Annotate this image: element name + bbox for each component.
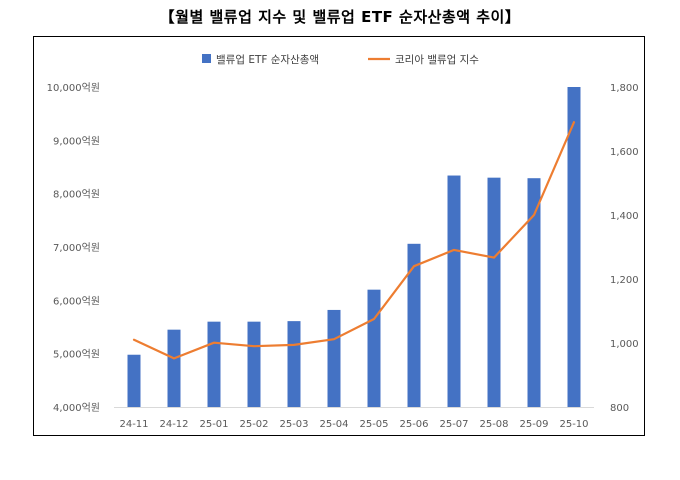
x-tick-label: 24-12 [159,419,188,430]
bar [207,321,221,407]
y-left-tick-label: 7,000억원 [53,242,100,254]
x-tick-label: 25-02 [239,419,268,430]
bar [327,309,341,407]
x-tick-label: 25-03 [279,419,308,430]
legend-line-label: 코리아 밸류업 지수 [395,53,479,66]
x-tick-label: 25-10 [559,419,588,430]
bar [127,354,141,407]
y-left-tick-label: 5,000억원 [53,349,100,361]
bar [567,87,581,407]
y-left-tick-label: 10,000억원 [47,82,100,94]
x-tick-label: 25-09 [519,419,548,430]
y-left-tick-label: 9,000억원 [53,135,100,147]
x-tick-label: 25-04 [319,419,348,430]
x-tick-label: 25-05 [359,419,388,430]
chart-title: 【월별 밸류업 지수 및 밸류업 ETF 순자산총액 추이】 [159,8,521,26]
chart-svg: 4,000억원 5,000억원 6,000억원 7,000억원 8,000억원 9,000… [47,53,639,430]
y-left-tick-label: 6,000억원 [53,295,100,307]
bar [447,175,461,407]
x-tick-label: 24-11 [119,419,148,430]
bar [167,329,181,407]
y-right-tick-label: 800 [610,403,629,414]
bar [407,243,421,407]
y-left-tick-label: 4,000억원 [53,402,100,414]
bar [487,177,501,407]
y-right-tick-label: 1,400 [610,211,639,222]
chart-frame: 4,000억원 5,000억원 6,000억원 7,000억원 8,000억원 9,000… [33,36,645,436]
bar [287,321,301,407]
y-right-tick-label: 1,200 [610,275,639,286]
line-series [132,121,576,360]
legend-bar-label: 밸류업 ETF 순자산총액 [216,53,319,66]
bar [247,321,261,407]
y-right-tick-label: 1,000 [610,339,639,350]
x-tick-label: 25-07 [439,419,468,430]
x-tick-label: 25-06 [399,419,428,430]
y-right-tick-label: 1,600 [610,147,639,158]
legend-bar-swatch [202,54,211,63]
x-tick-label: 25-01 [199,419,228,430]
x-tick-label: 25-08 [479,419,508,430]
bar [367,289,381,407]
y-left-tick-label: 8,000억원 [53,189,100,201]
bar [527,178,541,407]
y-right-tick-label: 1,800 [610,83,639,94]
